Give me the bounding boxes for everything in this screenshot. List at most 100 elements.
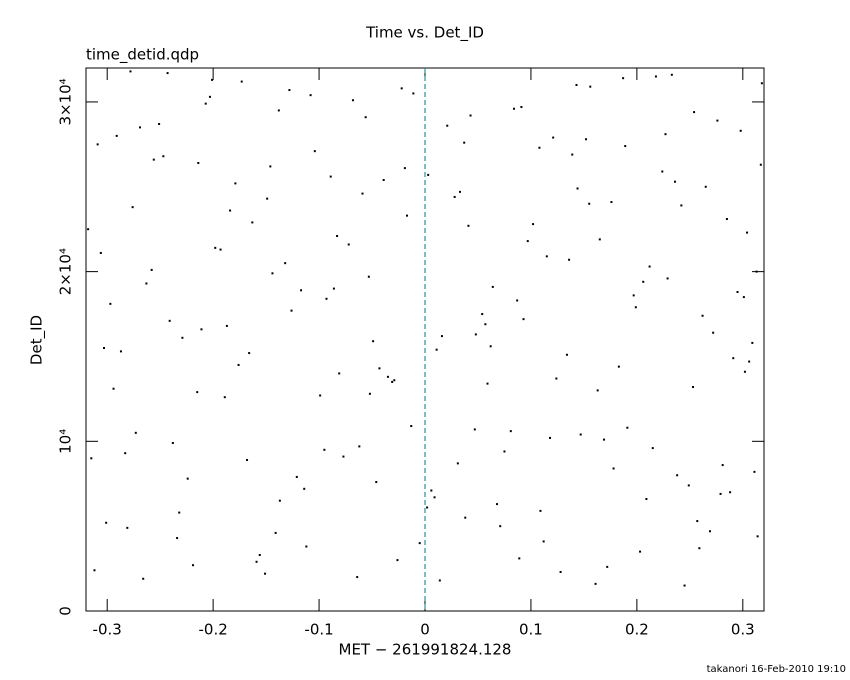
point (670, 73, 673, 76)
point (278, 499, 281, 502)
point (693, 111, 696, 114)
point (651, 447, 654, 450)
point (418, 542, 421, 545)
x-tick-label: -0.1 (304, 621, 333, 639)
point (303, 487, 306, 490)
point (545, 255, 548, 258)
point (610, 201, 613, 204)
point (579, 433, 582, 436)
point (368, 392, 371, 395)
point (704, 185, 707, 188)
point (251, 221, 254, 224)
point (516, 299, 519, 302)
point (112, 387, 115, 390)
point (378, 367, 381, 370)
point (152, 158, 155, 161)
point (716, 119, 719, 122)
point (743, 370, 746, 373)
point (666, 277, 669, 280)
point (229, 209, 232, 212)
point (522, 318, 525, 321)
point (410, 425, 413, 428)
point (87, 228, 90, 231)
point (119, 350, 122, 353)
point (565, 353, 568, 356)
point (405, 214, 408, 217)
x-tick-label: 0 (420, 621, 430, 639)
point (721, 464, 724, 467)
x-tick-label: 0.1 (519, 621, 543, 639)
point (440, 335, 443, 338)
y-tick-label: 3×10⁴ (57, 78, 75, 125)
point (208, 95, 211, 98)
point (400, 87, 403, 90)
point (555, 377, 558, 380)
point (204, 102, 207, 105)
point (266, 197, 269, 200)
point (559, 570, 562, 573)
point (176, 537, 179, 540)
point (412, 92, 415, 95)
point (271, 272, 274, 275)
point (248, 352, 251, 355)
point (509, 430, 512, 433)
point (596, 389, 599, 392)
point (386, 375, 389, 378)
point (300, 289, 303, 292)
point (295, 475, 298, 478)
point (223, 396, 226, 399)
point (246, 458, 249, 461)
point (739, 129, 742, 132)
point (542, 540, 545, 543)
point (356, 576, 359, 579)
point (364, 116, 367, 119)
point (588, 202, 591, 205)
point (680, 204, 683, 207)
point (603, 438, 606, 441)
point (642, 280, 645, 283)
point (456, 462, 459, 465)
point (539, 509, 542, 512)
point (732, 357, 735, 360)
point (549, 436, 552, 439)
point (499, 525, 502, 528)
point (748, 360, 751, 363)
point (473, 428, 476, 431)
point (105, 521, 108, 524)
point (674, 180, 677, 183)
point (274, 531, 277, 534)
point (645, 498, 648, 501)
point (234, 182, 237, 185)
point (124, 452, 127, 455)
point (687, 484, 690, 487)
point (145, 282, 148, 285)
point (661, 170, 664, 173)
point (103, 346, 106, 349)
point (438, 579, 441, 582)
point (463, 141, 466, 144)
chart-subtitle: time_detid.qdp (86, 46, 199, 65)
point (288, 89, 291, 92)
point (313, 150, 316, 153)
point (755, 270, 758, 273)
point (258, 554, 261, 557)
point (186, 477, 189, 480)
point (453, 195, 456, 198)
point (648, 265, 651, 268)
point (598, 238, 601, 241)
point (446, 124, 449, 127)
point (496, 503, 499, 506)
point (211, 78, 214, 81)
point (725, 218, 728, 221)
point (708, 530, 711, 533)
point (325, 297, 328, 300)
point (277, 109, 280, 112)
point (568, 258, 571, 261)
point (142, 577, 145, 580)
point (393, 379, 396, 382)
point (196, 391, 199, 394)
point (269, 165, 272, 168)
point (520, 106, 523, 109)
y-tick-label: 0 (57, 606, 75, 616)
